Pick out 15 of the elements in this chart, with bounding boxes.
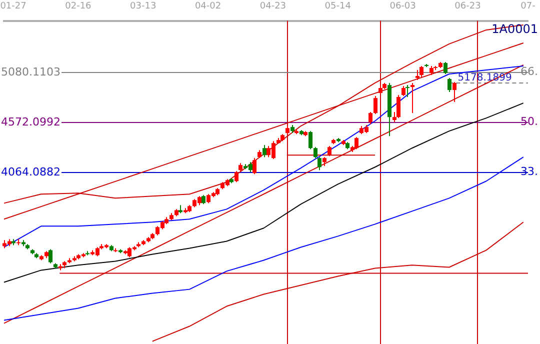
x-tick-label: 04-23	[260, 2, 286, 12]
x-tick-label: 06-03	[390, 2, 416, 12]
ref-line-label: 4572.0992	[1, 115, 60, 128]
annotation: 50.	[520, 114, 538, 128]
x-tick-label: 03-13	[130, 2, 156, 12]
x-tick-label: 07-	[520, 2, 536, 12]
x-tick-label: 04-02	[194, 2, 222, 12]
annotation: 33.	[520, 165, 538, 178]
x-tick-label: 01-27	[0, 2, 26, 12]
ref-line-label: 5080.1103	[1, 65, 60, 78]
x-tick-label: 06-23	[454, 2, 481, 12]
ref-line-label: 4064.0882	[1, 165, 60, 178]
x-tick-label: 02-16	[65, 2, 92, 12]
chart-title: 1A0001	[492, 22, 538, 36]
x-tick-label: 05-14	[324, 2, 352, 12]
